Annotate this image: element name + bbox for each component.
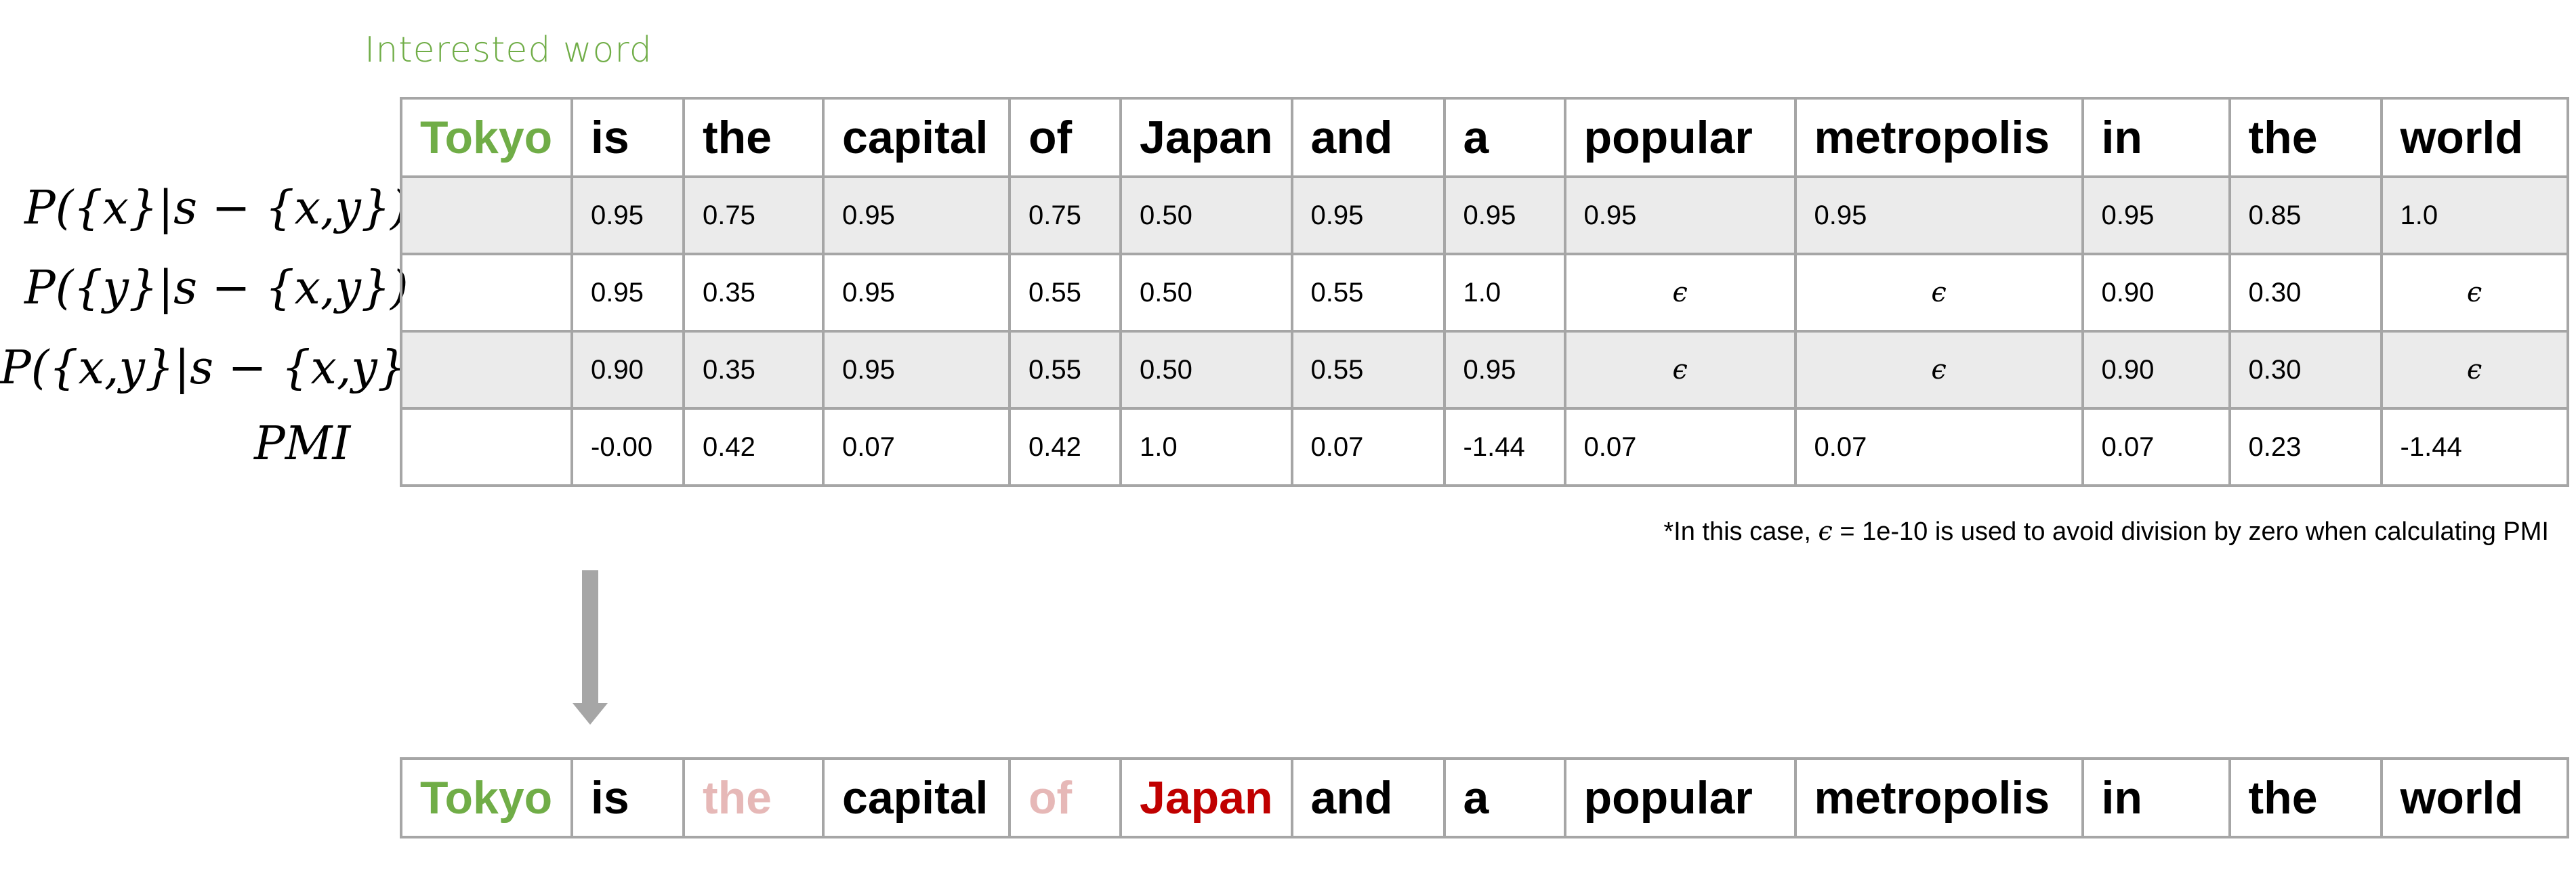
- result-word: Tokyo: [400, 757, 573, 838]
- row-label-p-x: P({x}|s − {x,y}): [24, 182, 409, 235]
- value-cell: 0.95: [1290, 175, 1446, 255]
- value-cell: 1.0: [2380, 175, 2569, 255]
- epsilon-cell: ϵ: [2380, 330, 2569, 410]
- result-word: the: [2228, 757, 2383, 838]
- value-cell: 0.55: [1290, 253, 1446, 333]
- pmi-row: -0.00 0.42 0.07 0.42 1.0 0.07 -1.44 0.07…: [400, 407, 2569, 487]
- row-label-p-y: P({y}|s − {x,y}): [24, 261, 409, 315]
- value-cell: 1.0: [1119, 407, 1293, 487]
- epsilon-cell: ϵ: [1793, 330, 2084, 410]
- value-cell: 0.30: [2228, 330, 2383, 410]
- result-word: metropolis: [1793, 757, 2084, 838]
- value-cell: 0.90: [2081, 330, 2231, 410]
- value-cell: 0.95: [570, 175, 685, 255]
- value-cell: 0.23: [2228, 407, 2383, 487]
- value-cell: 0.55: [1008, 330, 1122, 410]
- value-cell: 0.07: [1563, 407, 1797, 487]
- value-cell: 0.95: [1442, 175, 1566, 255]
- value-cell: 0.95: [822, 330, 1011, 410]
- row-label-p-xy: P({x,y}|s − {x,y}): [0, 341, 425, 395]
- value-cell: 0.90: [570, 330, 685, 410]
- result-sentence-table: Tokyo is the capital of Japan and a popu…: [400, 757, 2569, 838]
- header-word: the: [2228, 97, 2383, 178]
- value-cell: 0.95: [570, 253, 685, 333]
- value-cell: -1.44: [1442, 407, 1566, 487]
- header-word: world: [2380, 97, 2569, 178]
- value-cell: 0.50: [1119, 253, 1293, 333]
- value-cell: 0.07: [1793, 407, 2084, 487]
- value-cell: 0.35: [682, 253, 825, 333]
- result-row: Tokyo is the capital of Japan and a popu…: [400, 757, 2569, 838]
- empty-cell: [400, 330, 573, 410]
- result-word-low-pmi: of: [1008, 757, 1122, 838]
- value-cell: 0.95: [2081, 175, 2231, 255]
- value-cell: 0.95: [822, 175, 1011, 255]
- value-cell: 0.95: [1793, 175, 2084, 255]
- result-word: is: [570, 757, 685, 838]
- down-arrow-icon: [573, 570, 608, 725]
- value-cell: -1.44: [2380, 407, 2569, 487]
- value-cell: 0.30: [2228, 253, 2383, 333]
- value-cell: 0.07: [822, 407, 1011, 487]
- value-cell: 0.90: [2081, 253, 2231, 333]
- value-cell: 0.75: [682, 175, 825, 255]
- value-cell: 0.35: [682, 330, 825, 410]
- value-cell: 0.95: [1563, 175, 1797, 255]
- result-word: popular: [1563, 757, 1797, 838]
- value-cell: 0.42: [1008, 407, 1122, 487]
- result-word: in: [2081, 757, 2231, 838]
- epsilon-cell: ϵ: [1563, 253, 1797, 333]
- header-word: metropolis: [1793, 97, 2084, 178]
- footnote-suffix: = 1e-10 is used to avoid division by zer…: [1832, 517, 2549, 546]
- result-word-low-pmi: the: [682, 757, 825, 838]
- footnote-epsilon: ϵ: [1818, 516, 1833, 546]
- epsilon-footnote: *In this case, ϵ = 1e-10 is used to avoi…: [1663, 516, 2549, 547]
- header-row: Tokyo is the capital of Japan and a popu…: [400, 97, 2569, 178]
- epsilon-cell: ϵ: [1793, 253, 2084, 333]
- value-cell: 0.75: [1008, 175, 1122, 255]
- value-cell: 0.85: [2228, 175, 2383, 255]
- value-cell: 0.95: [1442, 330, 1566, 410]
- header-word: a: [1442, 97, 1566, 178]
- empty-cell: [400, 175, 573, 255]
- epsilon-cell: ϵ: [1563, 330, 1797, 410]
- header-word: is: [570, 97, 685, 178]
- value-cell: 0.55: [1290, 330, 1446, 410]
- p-x-row: 0.95 0.75 0.95 0.75 0.50 0.95 0.95 0.95 …: [400, 175, 2569, 255]
- value-cell: 0.95: [822, 253, 1011, 333]
- pmi-table: Tokyo is the capital of Japan and a popu…: [400, 97, 2569, 487]
- footnote-prefix: *In this case,: [1663, 517, 1819, 546]
- header-word: capital: [822, 97, 1011, 178]
- header-word: and: [1290, 97, 1446, 178]
- header-word: Japan: [1119, 97, 1293, 178]
- value-cell: 0.42: [682, 407, 825, 487]
- header-word: popular: [1563, 97, 1797, 178]
- value-cell: 0.07: [2081, 407, 2231, 487]
- header-word: of: [1008, 97, 1122, 178]
- value-cell: 1.0: [1442, 253, 1566, 333]
- p-y-row: 0.95 0.35 0.95 0.55 0.50 0.55 1.0 ϵ ϵ 0.…: [400, 253, 2569, 333]
- result-word: a: [1442, 757, 1566, 838]
- value-cell: 0.55: [1008, 253, 1122, 333]
- empty-cell: [400, 253, 573, 333]
- result-word: world: [2380, 757, 2569, 838]
- result-word-high-pmi: Japan: [1119, 757, 1293, 838]
- header-word: in: [2081, 97, 2231, 178]
- result-word: and: [1290, 757, 1446, 838]
- epsilon-cell: ϵ: [2380, 253, 2569, 333]
- value-cell: 0.50: [1119, 175, 1293, 255]
- value-cell: 0.50: [1119, 330, 1293, 410]
- p-xy-row: 0.90 0.35 0.95 0.55 0.50 0.55 0.95 ϵ ϵ 0…: [400, 330, 2569, 410]
- value-cell: 0.07: [1290, 407, 1446, 487]
- header-word: the: [682, 97, 825, 178]
- value-cell: -0.00: [570, 407, 685, 487]
- header-word: Tokyo: [400, 97, 573, 178]
- empty-cell: [400, 407, 573, 487]
- row-label-pmi: PMI: [254, 417, 351, 471]
- interested-word-annotation: Interested word: [365, 30, 652, 70]
- result-word: capital: [822, 757, 1011, 838]
